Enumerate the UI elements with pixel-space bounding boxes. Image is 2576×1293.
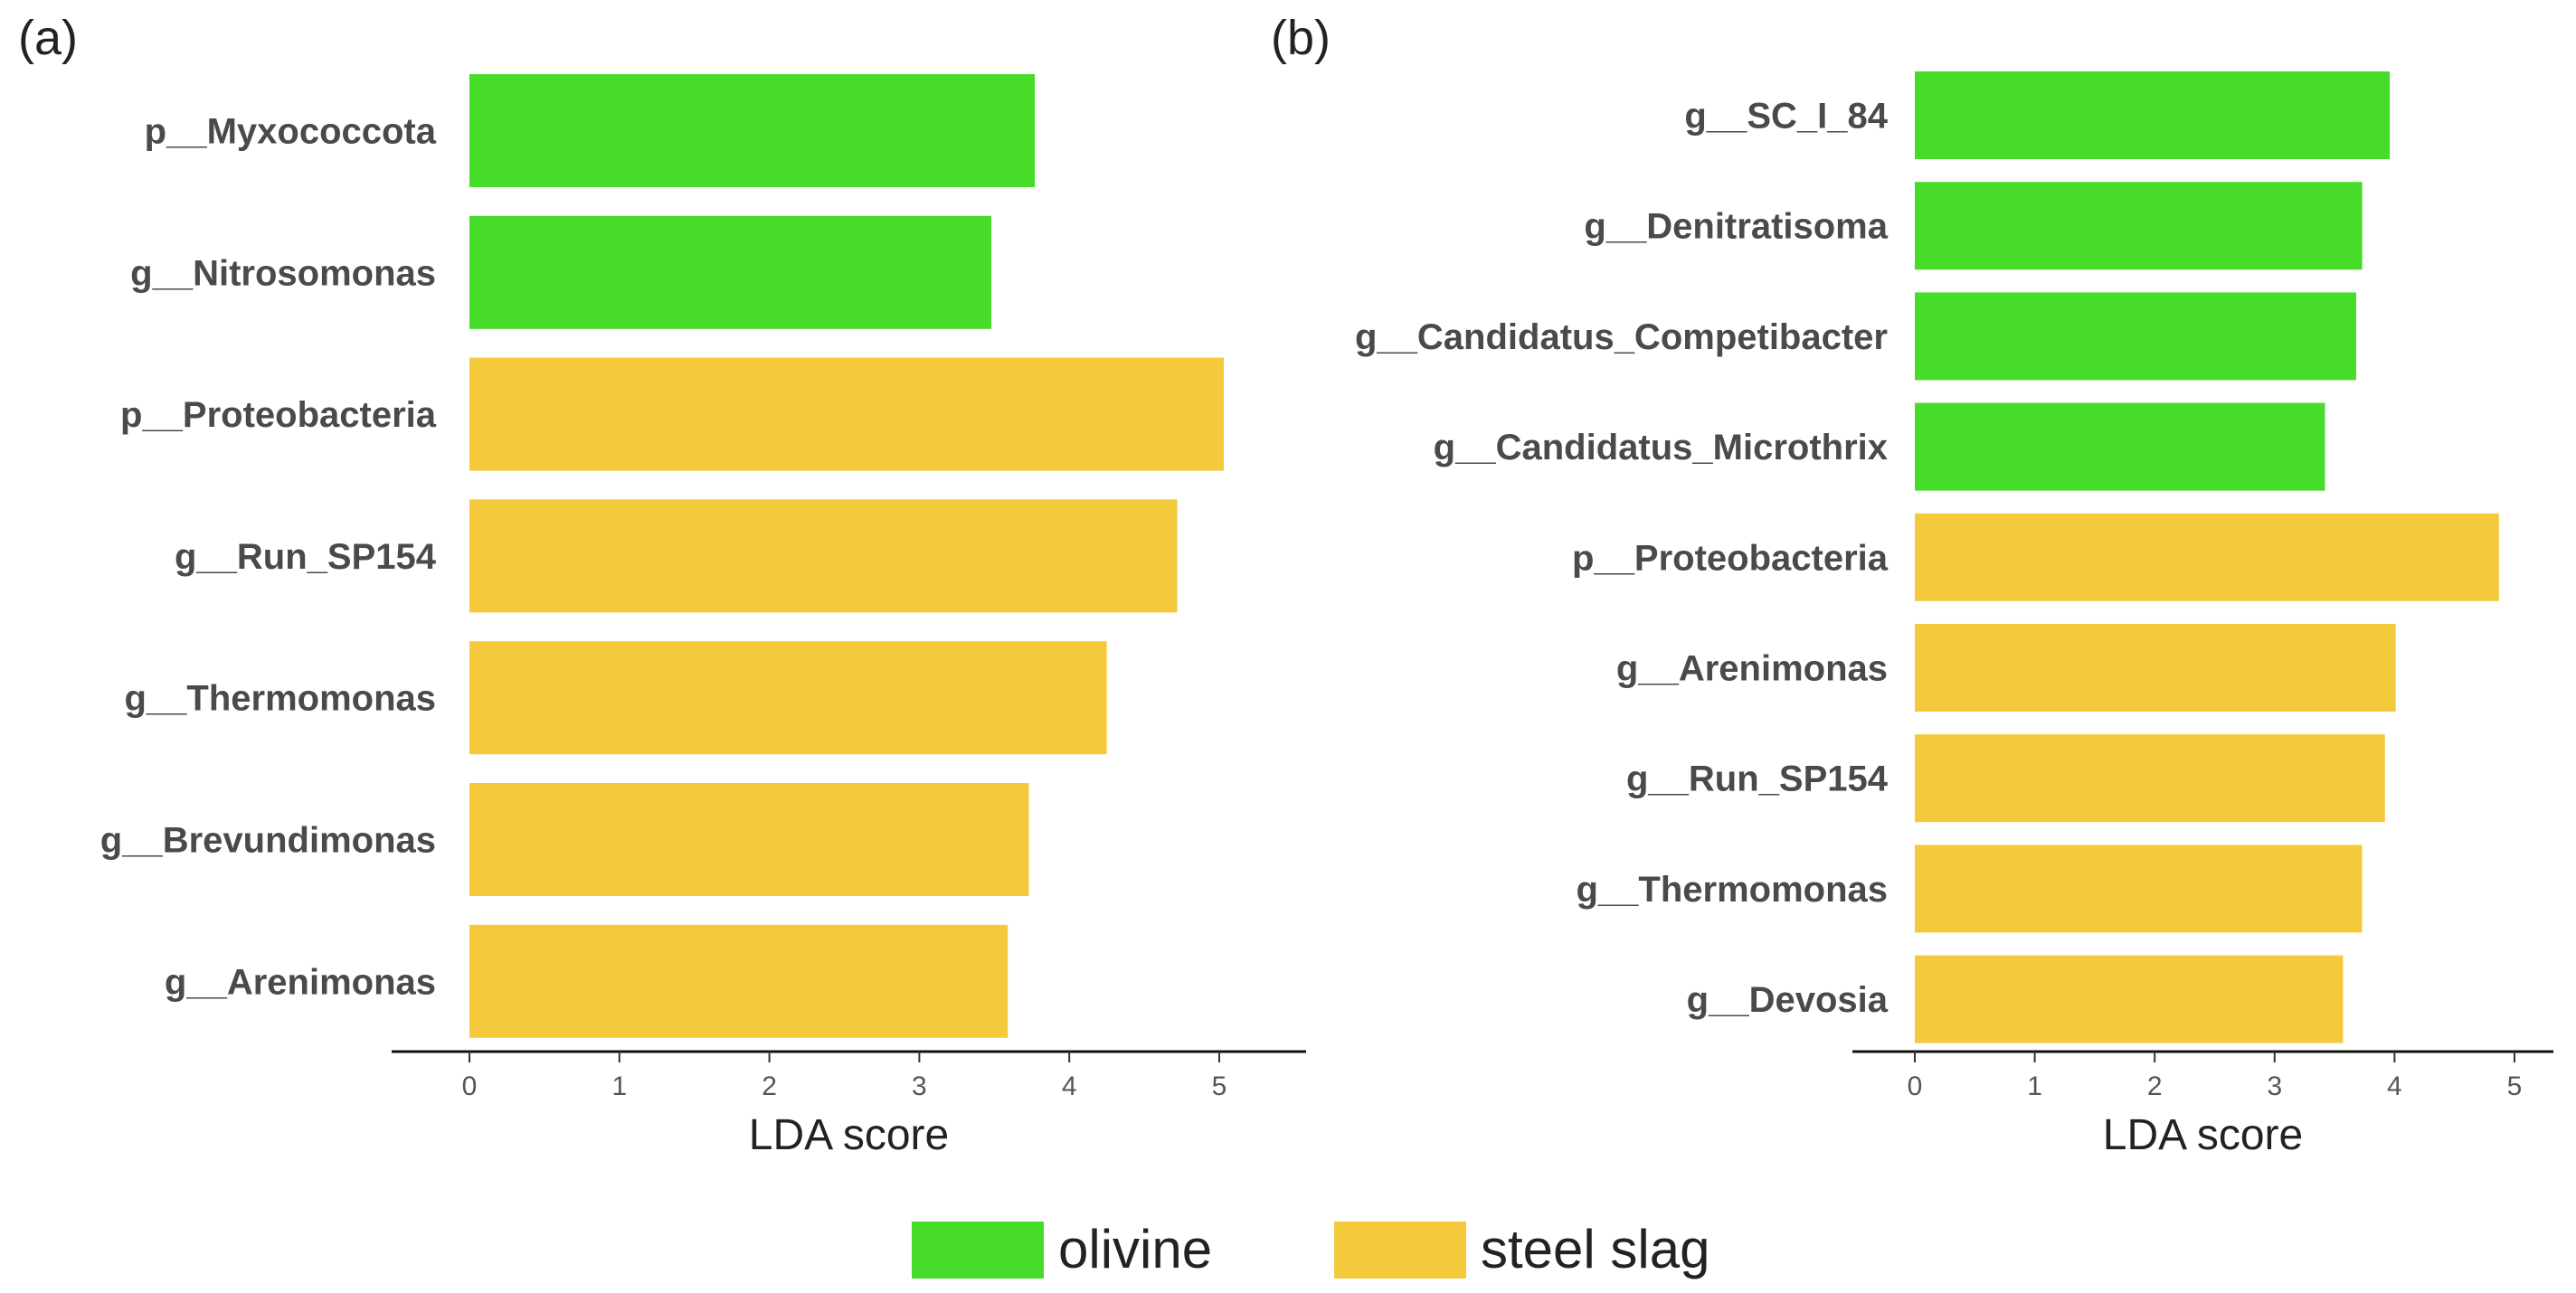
panel-a-category-label-3: g__Run_SP154 [175, 537, 437, 577]
panel-b-label: (b) [1271, 11, 1331, 65]
legend-label-olivine: olivine [1058, 1219, 1212, 1279]
panel-a-category-label-1: g__Nitrosomonas [130, 253, 436, 293]
panel-b-tick-label-1: 1 [2027, 1071, 2042, 1101]
panel-b-category-label-2: g__Candidatus_Competibacter [1355, 317, 1888, 357]
panel-b-x-axis-title: LDA score [2103, 1111, 2303, 1159]
panel-a-tick-label-2: 2 [762, 1071, 777, 1101]
panel-b-bar-0 [1915, 71, 2391, 159]
panel-a-tick-label-3: 3 [912, 1071, 927, 1101]
panel-b-tick-label-2: 2 [2147, 1071, 2163, 1101]
panel-a-tick-label-4: 4 [1062, 1071, 1077, 1101]
panel-a-bar-6 [469, 924, 1009, 1038]
panel-b-tick-label-4: 4 [2387, 1071, 2402, 1101]
panel-a-tick-label-0: 0 [462, 1071, 478, 1101]
panel-a-bar-0 [469, 74, 1036, 187]
panel-b-bar-7 [1915, 845, 2363, 933]
panel-b-category-label-0: g__SC_I_84 [1684, 97, 1888, 137]
legend-swatch-olivine [912, 1222, 1044, 1279]
panel-a-bar-4 [469, 641, 1107, 755]
panel-a-bar-2 [469, 357, 1224, 471]
panel-b-bar-3 [1915, 402, 2325, 491]
panel-b-tick-label-3: 3 [2267, 1071, 2282, 1101]
panel-a-tick-label-1: 1 [611, 1071, 627, 1101]
legend-swatch-steel-slag [1334, 1222, 1466, 1279]
panel-a-category-label-2: p__Proteobacteria [120, 395, 437, 435]
panel-b-category-label-7: g__Thermomonas [1576, 870, 1888, 910]
panel-b-bar-2 [1915, 292, 2356, 381]
panel-b-category-label-4: p__Proteobacteria [1572, 538, 1889, 578]
panel-a-category-label-0: p__Myxococcota [145, 112, 437, 152]
panel-b-bar-1 [1915, 182, 2363, 270]
panel-a-label: (a) [18, 11, 78, 65]
legend: olivine steel slag [912, 1219, 1709, 1279]
panel-b: (b) g__SC_I_84 g__Denitratisoma g__Candidat… [1271, 11, 2553, 1159]
panel-b-category-label-3: g__Candidatus_Microthrix [1434, 428, 1888, 467]
panel-b-tick-label-5: 5 [2507, 1071, 2523, 1101]
panel-b-category-label-8: g__Devosia [1687, 980, 1889, 1020]
panel-b-bar-8 [1915, 955, 2344, 1043]
panel-b-bar-5 [1915, 624, 2396, 712]
panel-a-bar-1 [469, 215, 991, 329]
panel-a-bar-5 [469, 783, 1029, 896]
panel-b-category-label-1: g__Denitratisoma [1584, 207, 1888, 247]
panel-b-bar-6 [1915, 734, 2385, 823]
panel-a-category-label-4: g__Thermomonas [124, 679, 436, 719]
panel-b-category-label-6: g__Run_SP154 [1626, 760, 1889, 799]
panel-a-category-label-5: g__Brevundimonas [100, 821, 436, 861]
panel-b-bar-4 [1915, 513, 2499, 601]
panel-a-bar-3 [469, 499, 1178, 613]
panel-a-x-axis-title: LDA score [749, 1111, 949, 1159]
panel-a-tick-label-5: 5 [1212, 1071, 1227, 1101]
panel-a: (a) p__Myxococcota g__Nitrosomonas p__Prote… [18, 11, 1306, 1159]
panel-a-category-label-6: g__Arenimonas [165, 962, 436, 1002]
panel-b-tick-label-0: 0 [1908, 1071, 1923, 1101]
legend-label-steel-slag: steel slag [1481, 1219, 1709, 1279]
panel-b-category-label-5: g__Arenimonas [1616, 649, 1888, 689]
